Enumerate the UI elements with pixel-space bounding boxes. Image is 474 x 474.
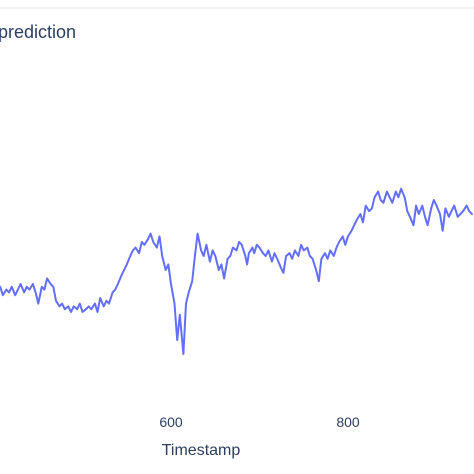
chart-title: prediction [0,22,76,42]
x-axis-title: Timestamp [162,442,241,459]
x-tick-label: 600 [159,414,183,430]
x-tick-label: 800 [336,414,360,430]
x-axis-ticks: 0600800 [159,414,360,430]
plot-area [0,187,473,355]
series-line-1 [0,187,473,355]
